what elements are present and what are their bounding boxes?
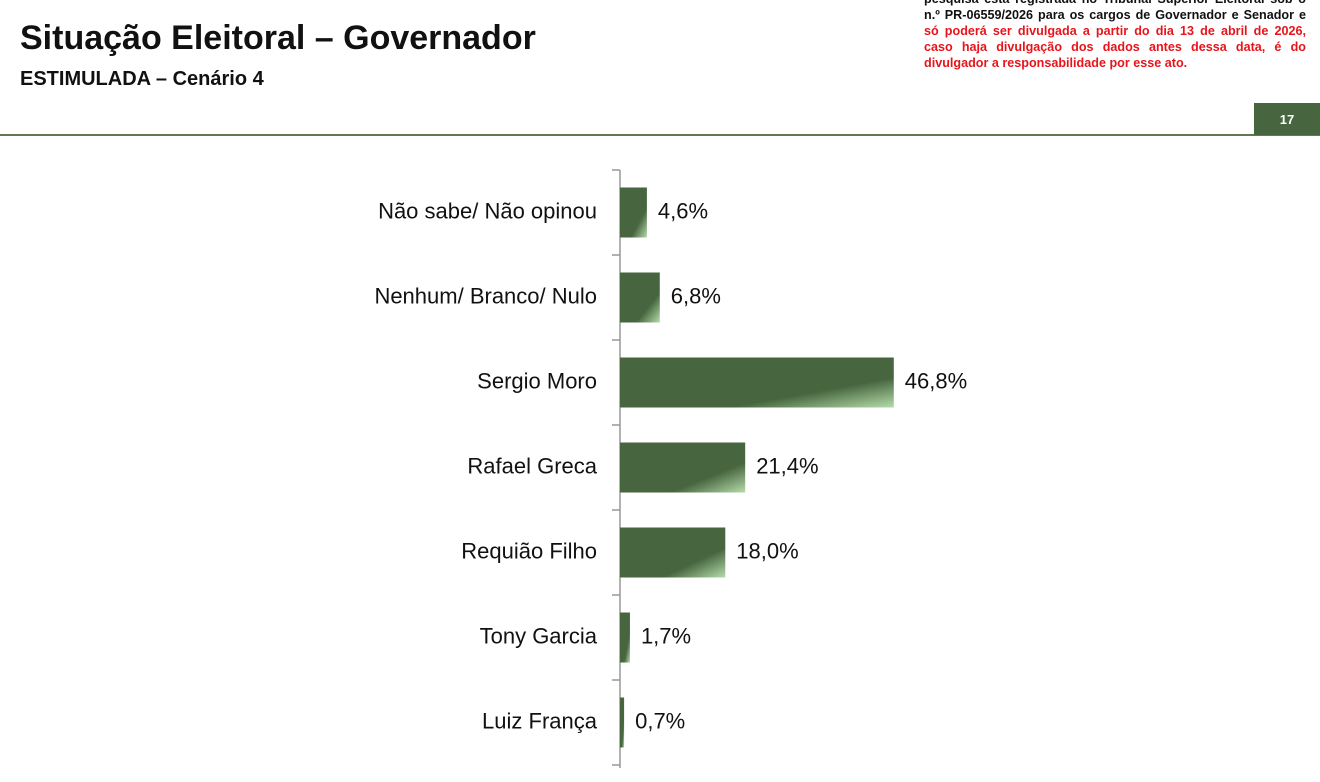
bar: [620, 527, 726, 578]
bar: [620, 612, 630, 663]
category-label: Requião Filho: [461, 538, 597, 563]
bar: [620, 272, 660, 323]
value-label: 4,6%: [658, 198, 708, 223]
category-label: Não sabe/ Não opinou: [378, 198, 597, 223]
notice-text: pesquisa está registrada no Tribunal Sup…: [924, 0, 1306, 22]
value-label: 1,7%: [641, 623, 691, 648]
category-label: Tony Garcia: [480, 623, 598, 648]
notice-highlight: só poderá ser divulgada a partir do dia …: [924, 24, 1306, 70]
page-number: 17: [1254, 103, 1320, 135]
header-rule: [0, 134, 1320, 136]
title: Situação Eleitoral – Governador: [20, 19, 536, 57]
category-label: Rafael Greca: [467, 453, 597, 478]
value-label: 6,8%: [671, 283, 721, 308]
category-label: Nenhum/ Branco/ Nulo: [374, 283, 597, 308]
subtitle: ESTIMULADA – Cenário 4: [20, 68, 264, 90]
bar: [620, 187, 647, 238]
value-label: 21,4%: [756, 453, 818, 478]
category-label: Sergio Moro: [477, 368, 597, 393]
value-label: 18,0%: [736, 538, 798, 563]
bar: [620, 442, 746, 493]
value-label: 0,7%: [635, 708, 685, 733]
bar: [620, 357, 894, 408]
value-label: 46,8%: [905, 368, 967, 393]
notice: pesquisa está registrada no Tribunal Sup…: [924, 0, 1306, 71]
category-label: Luiz França: [482, 708, 598, 733]
bar: [620, 697, 625, 748]
